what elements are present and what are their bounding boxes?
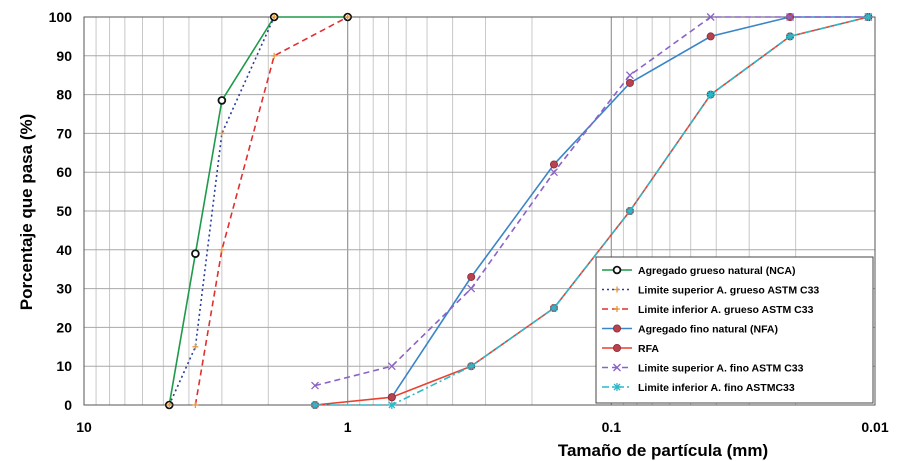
legend-label: RFA [638,343,659,355]
data-point [467,362,476,371]
data-point [786,13,795,21]
legend-marker [613,324,622,333]
legend-label: Agregado grueso natural (NCA) [638,265,796,277]
data-point [864,13,873,21]
data-point [549,160,558,169]
legend-label: Limite superior A. fino ASTM C33 [638,363,804,375]
series-1 [164,12,352,410]
data-point [706,90,715,99]
series-line [314,16,869,387]
y-tick-label: 40 [56,242,72,258]
data-point [344,14,351,20]
legend-label: Limite inferior A. fino ASTMC33 [638,382,795,394]
legend-label: Limite superior A. grueso ASTM C33 [638,285,819,297]
x-tick-label: 10 [76,419,92,435]
y-tick-label: 10 [56,358,72,374]
legend-item: RFA [602,343,659,355]
data-point [549,304,558,312]
data-point [387,362,396,371]
data-point [706,32,715,41]
data-point [311,401,320,409]
legend-item: Agregado fino natural (NFA) [602,324,778,336]
plot-border [83,16,876,406]
data-point [550,168,558,177]
legend-marker [613,363,621,372]
data-point [706,13,715,21]
legend-label: Agregado fino natural (NFA) [638,324,778,336]
series-2 [166,14,278,408]
x-tick-label: 0.01 [861,419,888,435]
data-point [467,284,476,293]
legend-item: Limite superior A. fino ASTM C33 [602,363,804,375]
series-layer [164,12,873,410]
series-line [168,16,275,406]
data-point [192,343,199,350]
data-point [625,78,634,87]
legend-marker [612,265,622,275]
data-point [217,96,227,105]
series-3 [192,14,351,408]
plot-frame [83,16,876,406]
x-axis-title: Tamaño de partícula (mm) [558,441,768,460]
y-tick-label: 30 [56,281,72,297]
data-point [191,249,200,258]
data-point [166,402,173,408]
data-point [387,401,396,409]
legend-item: Limite superior A. grueso ASTM C33 [602,285,819,297]
legend-marker [614,286,620,293]
data-point [192,402,199,408]
data-point [467,272,476,281]
data-point [625,207,634,215]
series-line [314,16,869,406]
y-axis-title: Porcentaje que pasa (%) [17,114,36,311]
legend-item: Limite inferior A. fino ASTMC33 [602,382,795,394]
y-tick-label: 90 [56,48,72,64]
y-tick-label: 0 [64,397,72,413]
series-7 [311,13,873,409]
y-tick-label: 80 [56,87,72,103]
legend-marker [613,343,622,352]
y-tick-label: 20 [56,319,72,335]
legend-label: Limite inferior A. grueso ASTM C33 [638,304,814,316]
data-point [218,130,225,137]
legend-box [595,256,874,404]
data-point [387,393,396,402]
legend: Agregado grueso natural (NCA) Limite supe… [595,256,874,404]
legend-item: Agregado grueso natural (NCA) [602,265,796,277]
y-tick-label: 60 [56,164,72,180]
data-point [271,14,278,20]
x-tick-label: 0.1 [602,419,622,435]
legend-item: Limite inferior A. grueso ASTM C33 [602,304,814,316]
data-point [271,52,278,59]
y-tick-label: 70 [56,125,72,141]
y-tick-label: 50 [56,203,72,219]
data-point [311,381,319,390]
data-point [625,71,634,80]
legend-marker [614,306,620,312]
x-tick-label: 1 [344,419,352,435]
series-line [315,16,869,406]
legend-marker [613,383,621,391]
y-tick-label: 100 [49,9,73,25]
data-point [786,32,795,41]
data-point [218,246,225,253]
